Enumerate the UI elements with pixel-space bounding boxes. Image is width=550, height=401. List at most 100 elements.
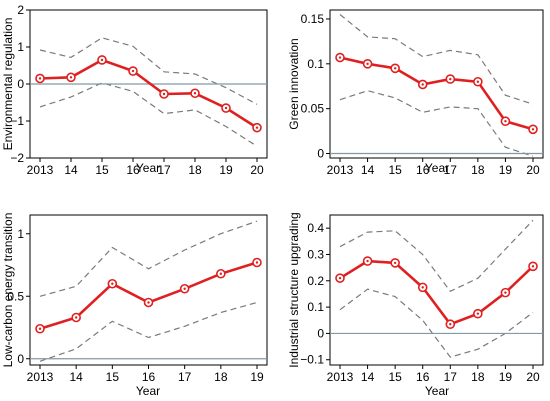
estimate-point-dot (393, 67, 397, 70)
y-tick-label: 0.15 (301, 12, 325, 26)
y-tick-label: 1 (17, 40, 24, 54)
estimate-point-dot (224, 106, 228, 110)
y-axis-title: Low-carbon energy transition (1, 213, 15, 368)
y-tick-label: 2 (17, 3, 24, 17)
x-axis-title: Year (136, 161, 160, 175)
x-tick-label: 15 (95, 163, 109, 177)
y-tick-label: 0 (17, 352, 24, 366)
y-axis-title: Industrial structure upgrading (287, 212, 301, 367)
estimate-point-dot (131, 69, 135, 73)
x-axis-ticks: 2013 14 15 16 17 18 19 (27, 365, 264, 384)
estimate-point-dot (366, 62, 369, 66)
estimate-point-dot (449, 77, 452, 81)
y-axis-ticks: 00.51 (7, 227, 30, 366)
y-tick-label: 0.4 (307, 221, 324, 235)
panel-low-carbon-energy-transition: 00.51 2013 14 15 16 17 18 19 Year Low-carbon e… (1, 213, 268, 398)
estimate-point-dot (38, 327, 42, 330)
estimate-series (35, 257, 262, 334)
y-tick-label: 0.05 (301, 102, 325, 116)
x-axis-ticks: 2013 14 15 16 17 18 19 20 (27, 158, 264, 177)
estimate-point-dot (531, 128, 535, 131)
plot-frame (329, 214, 544, 366)
x-axis-title: Year (425, 161, 449, 175)
y-axis-title: Green innovation (287, 38, 301, 129)
x-tick-label: 2013 (327, 370, 354, 384)
x-tick-label: 19 (250, 370, 264, 384)
y-tick-label: 0 (317, 147, 324, 161)
x-tick-label: 18 (471, 370, 485, 384)
estimate-point-dot (111, 282, 114, 285)
y-axis-title: Environmental regulation (1, 18, 15, 151)
confidence-bands (39, 220, 258, 362)
estimate-point-dot (449, 323, 452, 326)
x-tick-label: 15 (106, 370, 120, 384)
x-tick-label: 14 (361, 163, 375, 177)
y-tick-label: 0.2 (307, 274, 324, 288)
x-tick-label: 16 (126, 163, 140, 177)
y-tick-label: −1 (10, 114, 24, 128)
panel-environmental-regulation: −2 −1 0 1 2 2013 14 15 16 17 18 19 20 Year Environm… (1, 3, 268, 177)
panel-industrial-structure-upgrading: −0.1 0 0.1 0.2 0.3 0.4 2013 14 15 16 17 18 19 20 Yea… (287, 212, 544, 398)
x-tick-label: 18 (214, 370, 228, 384)
lower-ci-line (339, 90, 534, 157)
y-tick-label: 1 (17, 227, 24, 241)
x-tick-label: 16 (416, 370, 430, 384)
x-tick-label: 15 (388, 370, 402, 384)
estimate-point-dot (338, 56, 342, 59)
x-tick-label: 16 (416, 163, 430, 177)
estimate-series (335, 256, 538, 330)
estimate-point-dot (100, 58, 104, 62)
x-tick-label: 14 (361, 370, 375, 384)
y-tick-label: 0.1 (307, 57, 324, 71)
y-axis-ticks: 0 0.05 0.1 0.15 (301, 12, 330, 161)
estimate-series (35, 55, 262, 133)
y-tick-label: 0 (317, 326, 324, 340)
confidence-bands (339, 14, 534, 157)
x-tick-label: 2013 (327, 163, 354, 177)
x-axis-ticks: 2013 14 15 16 17 18 19 20 (327, 158, 540, 177)
estimate-point-dot (531, 265, 535, 268)
estimate-point-dot (338, 276, 342, 280)
upper-ci-line (39, 37, 258, 105)
estimate-series (335, 52, 538, 135)
estimate-point-dot (193, 92, 197, 95)
upper-ci-line (339, 219, 534, 293)
x-tick-label: 17 (444, 163, 458, 177)
panel-green-innovation: 0 0.05 0.1 0.15 2013 14 15 16 17 18 19 20 Year Gre… (287, 9, 544, 177)
estimate-point-dot (255, 126, 259, 129)
x-tick-label: 19 (499, 370, 513, 384)
confidence-bands (39, 37, 258, 147)
x-tick-label: 15 (388, 163, 402, 177)
estimate-point-dot (69, 76, 73, 79)
y-axis-ticks: −0.1 0 0.1 0.2 0.3 0.4 (300, 221, 330, 367)
plot-frame (329, 9, 544, 159)
x-tick-label: 17 (444, 370, 458, 384)
estimate-point-dot (476, 80, 480, 83)
x-tick-label: 20 (250, 163, 264, 177)
estimate-point-dot (147, 301, 150, 304)
estimate-point-dot (421, 83, 424, 86)
estimate-point-dot (504, 120, 507, 123)
y-tick-label: 0 (17, 77, 24, 91)
y-tick-label: 0.5 (7, 289, 24, 303)
estimate-point-dot (183, 287, 186, 290)
x-tick-label: 2013 (27, 370, 54, 384)
x-tick-label: 17 (157, 163, 171, 177)
x-tick-label: 20 (526, 163, 540, 177)
lower-ci-line (39, 301, 258, 362)
upper-ci-line (339, 14, 534, 105)
y-axis-ticks: −2 −1 0 1 2 (10, 3, 30, 165)
x-tick-label: 14 (69, 370, 83, 384)
y-tick-label: −2 (10, 151, 24, 165)
estimate-line (39, 58, 258, 129)
y-tick-label: 0.3 (307, 247, 324, 261)
estimate-point-dot (255, 261, 259, 264)
confidence-bands (339, 219, 534, 358)
plot-frame (29, 214, 268, 366)
x-tick-label: 17 (178, 370, 192, 384)
x-tick-label: 14 (64, 163, 78, 177)
estimate-point-dot (219, 272, 223, 275)
estimate-point-dot (74, 316, 78, 319)
estimate-point-dot (162, 92, 166, 96)
